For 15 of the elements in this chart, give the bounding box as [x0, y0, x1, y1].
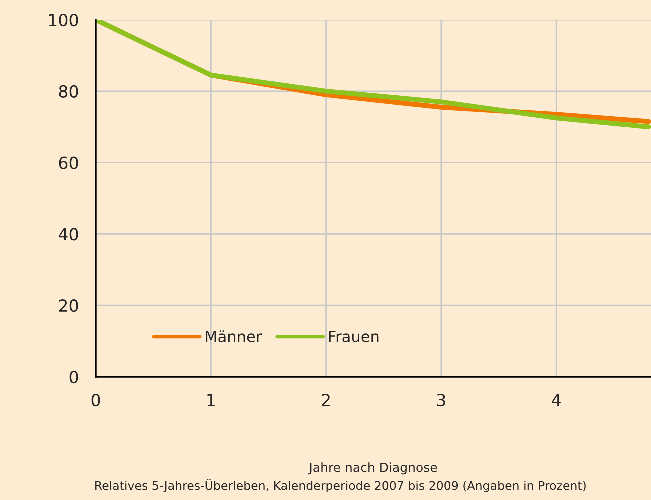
y-tick-label: 40: [58, 228, 78, 241]
y-tick-label: 100: [49, 14, 78, 27]
text: Relatives 5-Jahres-Überleben, Kalenderperiode 2007 bis 2009 (Angaben in Prozent): [96, 479, 586, 492]
legend-label: Frauen: [329, 331, 379, 342]
x-tick-label: 4: [552, 394, 561, 406]
y-tick-label: 20: [59, 300, 78, 312]
x-tick-label: 3: [437, 394, 446, 407]
x-tick-label: 1: [208, 394, 215, 406]
x-tick-label: 2: [322, 394, 330, 406]
y-tick-label: 0: [70, 370, 78, 384]
y-tick-label: 80: [59, 85, 78, 98]
x-axis-title: Jahre nach Diagnose: [308, 462, 438, 475]
y-tick-label: 60: [59, 156, 78, 170]
x-tick-label: 0: [92, 394, 100, 407]
legend-label: Männer: [206, 330, 262, 342]
